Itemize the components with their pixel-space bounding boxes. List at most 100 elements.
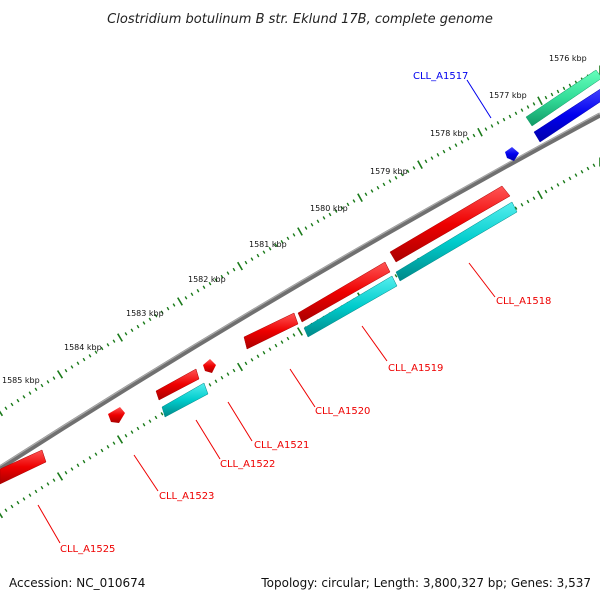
minor-tick <box>130 328 134 332</box>
major-tick <box>177 297 183 306</box>
minor-tick <box>220 375 224 380</box>
minor-tick <box>550 186 554 190</box>
minor-tick <box>580 170 584 174</box>
minor-tick <box>466 136 470 141</box>
tick-label-1582: 1582 kbp <box>188 275 226 284</box>
minor-tick <box>370 189 374 193</box>
minor-tick <box>352 199 356 203</box>
tick-label-1580: 1580 kbp <box>310 204 348 213</box>
minor-tick <box>136 324 140 329</box>
minor-tick <box>208 383 212 387</box>
major-tick <box>117 333 123 342</box>
minor-tick <box>10 504 14 509</box>
cds-bar-cll-a1519[interactable] <box>303 275 398 338</box>
gene-feature-cll-a1517-blue-bar[interactable] <box>533 88 600 143</box>
major-tick <box>537 96 543 106</box>
minor-tick <box>526 199 530 204</box>
minor-tick <box>76 361 80 365</box>
gene-feature-cll-a1522[interactable] <box>155 368 200 401</box>
minor-tick <box>28 391 32 395</box>
tick-label-1579: 1579 kbp <box>370 167 408 176</box>
minor-tick <box>286 236 290 241</box>
gene-label-cll-a1519[interactable]: CLL_A1519 <box>388 363 443 374</box>
gene-feature-cll-a1518[interactable] <box>389 185 511 263</box>
minor-tick <box>568 176 572 181</box>
minor-tick <box>4 508 8 512</box>
minor-tick <box>4 406 8 410</box>
minor-tick <box>214 379 218 384</box>
minor-tick <box>268 347 272 351</box>
gene-label-cll-a1518[interactable]: CLL_A1518 <box>496 296 551 307</box>
minor-tick <box>430 156 434 160</box>
major-tick <box>357 193 363 202</box>
gene-label-cll-a1522[interactable]: CLL_A1522 <box>220 459 275 470</box>
minor-tick <box>424 159 428 164</box>
minor-tick <box>124 434 128 438</box>
gene-label-cll-a1521[interactable]: CLL_A1521 <box>254 440 309 451</box>
minor-tick <box>346 202 350 207</box>
gene-label-cll-a1523[interactable]: CLL_A1523 <box>159 491 214 502</box>
tick-label-1585: 1585 kbp <box>2 376 40 385</box>
tick-labels: 1576 kbp 1577 kbp 1578 kbp 1579 kbp 1580… <box>2 54 587 385</box>
cds-bar-cll-a1518[interactable] <box>395 201 518 282</box>
gene-feature-cll-a1517-green[interactable] <box>525 69 600 127</box>
minor-tick <box>274 343 278 348</box>
major-tick <box>237 362 243 372</box>
minor-tick <box>448 146 452 151</box>
minor-tick <box>376 185 380 190</box>
cds-bar-cll-a1522[interactable] <box>161 382 209 418</box>
minor-tick <box>76 463 80 468</box>
minor-tick <box>394 176 398 180</box>
minor-tick <box>46 482 50 486</box>
minor-tick <box>70 365 74 369</box>
major-tick <box>56 472 64 481</box>
minor-tick <box>112 339 116 343</box>
major-tick <box>417 160 423 169</box>
gene-feature-cll-a1523[interactable] <box>108 407 125 423</box>
minor-tick <box>496 121 500 125</box>
minor-tick <box>532 102 536 106</box>
minor-tick <box>394 274 398 278</box>
major-tick <box>297 227 303 236</box>
minor-tick <box>184 296 188 300</box>
minor-tick <box>16 500 20 505</box>
major-tick <box>0 512 4 519</box>
minor-tick <box>556 183 560 187</box>
gene-labels: CLL_A1517 CLL_A1518 CLL_A1519 CLL_A1520 … <box>60 71 551 555</box>
major-tick <box>297 327 303 336</box>
minor-tick <box>550 92 554 97</box>
minor-tick <box>382 182 386 187</box>
gene-label-cll-a1525[interactable]: CLL_A1525 <box>60 544 115 555</box>
tick-label-1576: 1576 kbp <box>549 54 587 63</box>
tick-label-1583: 1583 kbp <box>126 309 164 318</box>
minor-tick <box>106 445 110 449</box>
minor-tick <box>514 111 518 116</box>
gene-label-cll-a1517[interactable]: CLL_A1517 <box>413 71 468 82</box>
gene-feature-cll-a1521[interactable] <box>203 359 216 373</box>
gene-feature-cll-a1517[interactable] <box>505 147 519 161</box>
minor-tick <box>406 169 410 173</box>
minor-tick <box>400 172 404 177</box>
gene-feature-cll-a1525[interactable] <box>0 449 47 485</box>
minor-tick <box>304 226 308 230</box>
minor-tick <box>64 368 68 373</box>
minor-tick <box>280 340 284 344</box>
minor-tick <box>262 350 266 355</box>
minor-tick <box>52 478 56 482</box>
minor-tick <box>10 402 14 407</box>
minor-tick <box>100 346 104 351</box>
minor-tick <box>568 83 572 88</box>
tick-label-1584: 1584 kbp <box>64 343 102 352</box>
minor-tick <box>562 86 566 91</box>
gene-feature-cll-a1520[interactable] <box>243 312 299 350</box>
minor-tick <box>34 387 38 392</box>
tick-label-1577: 1577 kbp <box>489 91 527 100</box>
gene-feature-cll-a1519[interactable] <box>297 261 391 323</box>
minor-tick <box>100 448 104 453</box>
minor-tick <box>94 350 98 354</box>
genome-backbone <box>0 112 600 471</box>
gene-label-cll-a1520[interactable]: CLL_A1520 <box>315 406 370 417</box>
minor-tick <box>562 179 566 184</box>
minor-tick <box>232 368 236 373</box>
accession-text: Accession: NC_010674 <box>9 576 145 590</box>
